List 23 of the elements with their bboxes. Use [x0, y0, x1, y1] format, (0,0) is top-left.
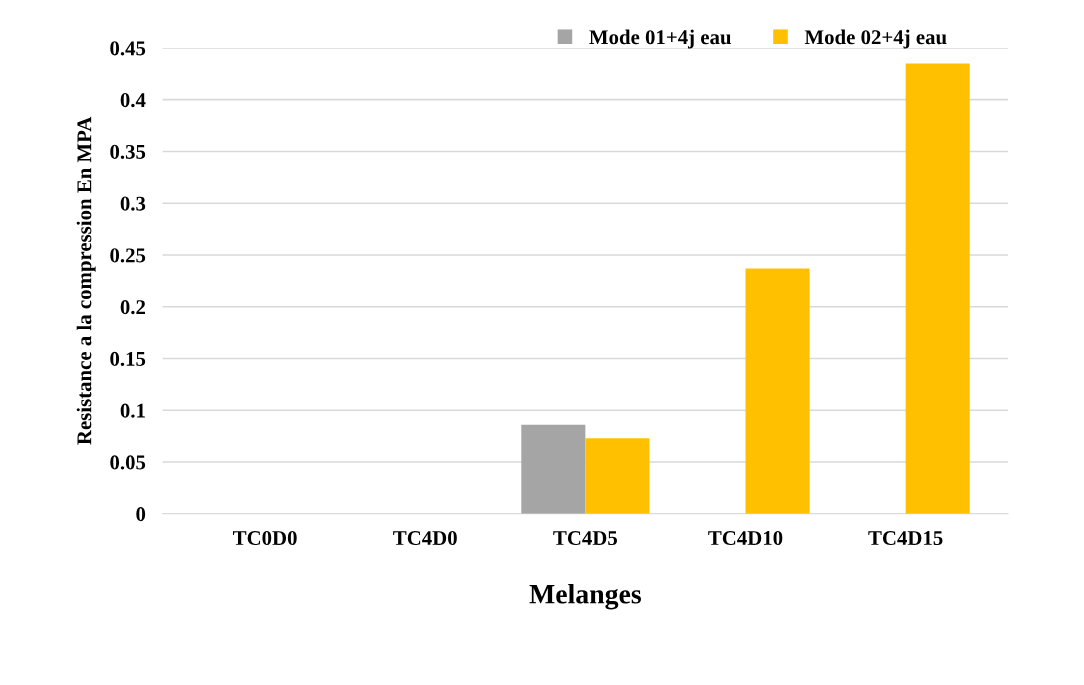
y-tick-label: 0.35	[110, 144, 146, 159]
x-tick-label: TC4D5	[553, 531, 618, 546]
x-tick-label: TC4D10	[708, 531, 783, 546]
y-tick-label: 0.05	[110, 455, 146, 470]
y-tick-label: 0.45	[110, 41, 146, 56]
y-tick-label: 0	[136, 507, 146, 522]
x-tick-label: TC0D0	[233, 531, 297, 546]
y-axis-title: Resistance a la compression En MPA	[76, 116, 96, 445]
y-tick-label: 0.15	[110, 351, 146, 367]
bar	[585, 438, 650, 514]
y-tick-label: 0.3	[120, 196, 146, 211]
bar	[745, 268, 810, 514]
x-tick-label: TC4D15	[868, 531, 943, 546]
legend-label: Mode 02+4j eau	[804, 29, 947, 49]
y-tick-label: 0.1	[120, 403, 145, 418]
x-axis-title: Melanges	[529, 584, 641, 610]
x-tick-label: TC4D0	[393, 531, 457, 546]
y-tick-label: 0.25	[110, 248, 146, 263]
y-tick-label: 0.4	[120, 93, 146, 108]
bar	[521, 424, 586, 514]
y-tick-label: 0.2	[120, 300, 146, 315]
bar	[905, 63, 970, 514]
legend-label: Mode 01+4j eau	[589, 29, 731, 49]
